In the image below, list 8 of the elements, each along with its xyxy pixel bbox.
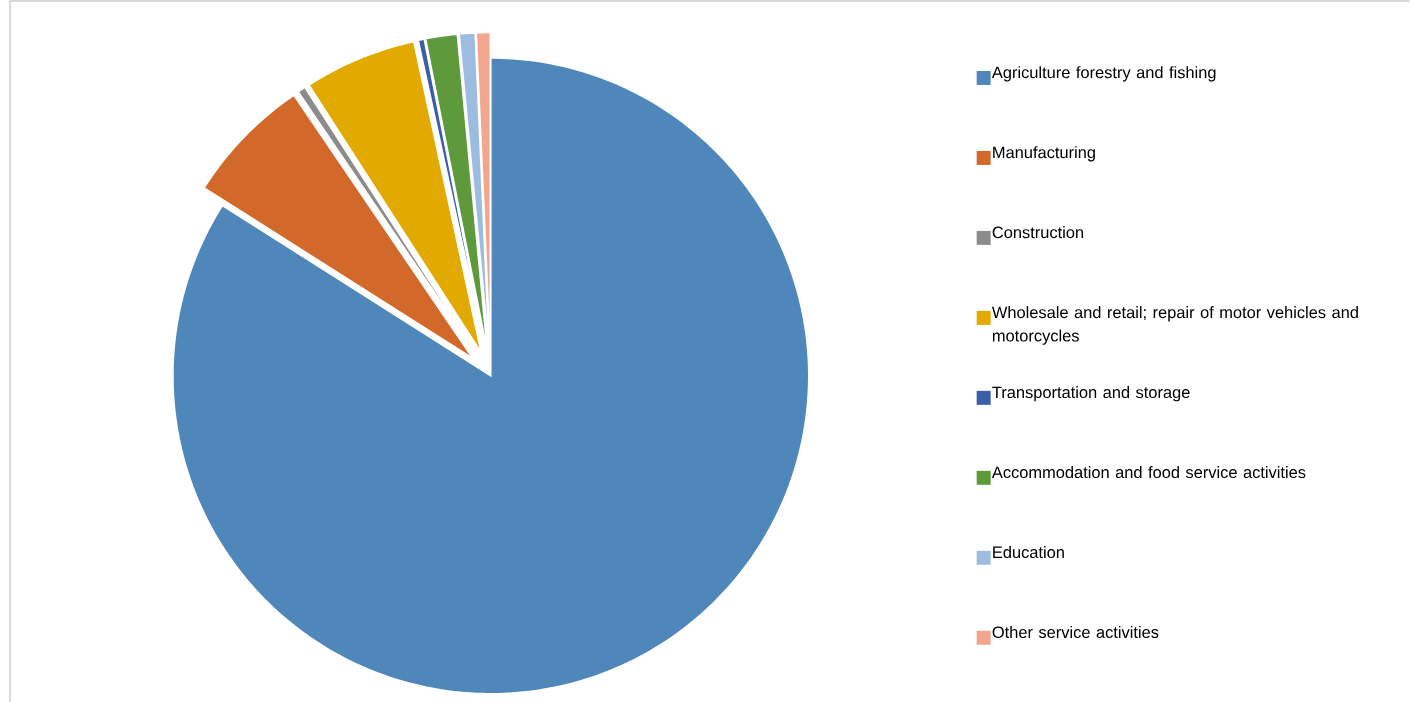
legend-label: Transportation and storage <box>992 385 1190 402</box>
legend-label: Accommodation and food service activities <box>991 465 1306 478</box>
legend-label: Education <box>993 545 1064 558</box>
legend-label: Construction <box>992 225 1084 239</box>
legend-label: Manufacturing <box>993 146 1095 162</box>
legend-label: Wholesale and retail; repair of motor vehicles and motorcycles <box>991 305 1358 345</box>
legend-label: Agriculture forestry and fishing <box>991 66 1216 82</box>
legend-label: Other service activities <box>992 625 1159 638</box>
